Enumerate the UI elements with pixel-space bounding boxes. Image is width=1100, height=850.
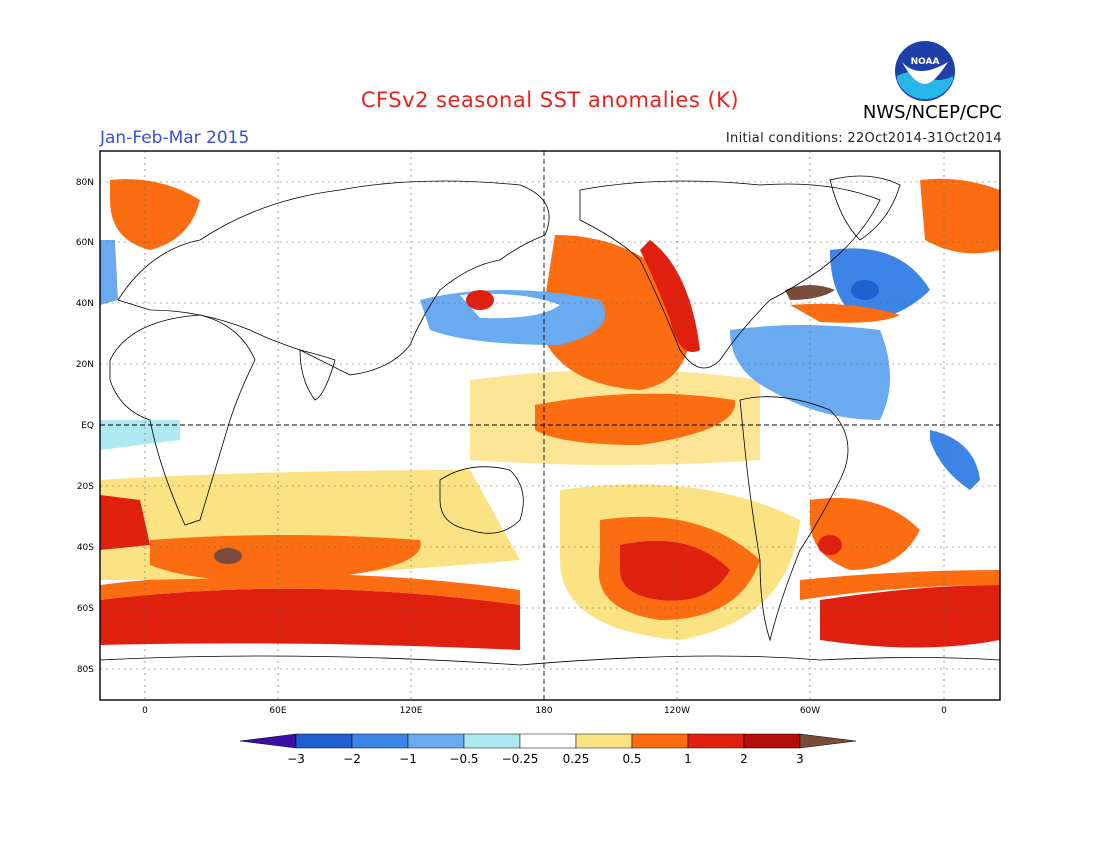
latitude-labels: 80N 60N 40N 20N EQ 20S 40S 60S 80S [76, 178, 94, 675]
lat-label: 80N [76, 178, 94, 188]
lat-label: 20N [76, 360, 94, 370]
colorbar-segment [743, 733, 801, 749]
colorbar-segment [575, 733, 633, 749]
colorbar-tick-label: −2 [343, 752, 361, 766]
lon-label: 120W [664, 706, 690, 716]
lon-label: 0 [941, 706, 947, 716]
colorbar-segment [351, 733, 409, 749]
colorbar-segment [519, 733, 577, 749]
lat-label: 40S [77, 543, 94, 553]
colorbar-arrow-high [799, 733, 857, 749]
lat-label: EQ [81, 421, 94, 431]
colorbar-tick-label: −0.25 [501, 752, 539, 766]
longitude-labels: 0 60E 120E 180 120W 60W 0 [142, 706, 947, 716]
equator-dateline [100, 151, 1000, 700]
lat-label: 40N [76, 299, 94, 309]
colorbar-segment [407, 733, 465, 749]
colorbar-tick-label: 1 [684, 752, 692, 766]
colorbar-tick-label: 0.25 [562, 752, 590, 766]
initial-conditions: Initial conditions: 22Oct2014-31Oct2014 [725, 131, 1002, 146]
graticule [100, 151, 1000, 700]
colorbar-tick-label: −1 [399, 752, 417, 766]
map-frame [99, 150, 1001, 701]
map-title: CFSv2 seasonal SST anomalies (K) [360, 88, 740, 112]
colorbar-tick-label: 2 [740, 752, 748, 766]
logo-text: NOAA [911, 57, 940, 67]
lon-label: 60W [800, 706, 820, 716]
anomaly-field [100, 178, 1000, 650]
colorbar-segment [463, 733, 521, 749]
colorbar-segment [687, 733, 745, 749]
colorbar-tick-label: −3 [287, 752, 305, 766]
colorbar-tick-label: −0.5 [449, 752, 479, 766]
lon-label: 60E [269, 706, 286, 716]
agency-label: NWS/NCEP/CPC [862, 102, 1002, 123]
forecast-period: Jan-Feb-Mar 2015 [100, 128, 250, 148]
colorbar-arrow-low [239, 733, 297, 749]
colorbar-tick-label: 3 [796, 752, 804, 766]
lat-label: 60N [76, 238, 94, 248]
lat-label: 60S [77, 604, 94, 614]
colorbar-segment [295, 733, 353, 749]
lat-label: 20S [77, 482, 94, 492]
colorbar-segment [631, 733, 689, 749]
noaa-logo-icon: NOAA [895, 41, 955, 101]
lat-label: 80S [77, 665, 94, 675]
colorbar-tick-label: 0.5 [622, 752, 642, 766]
continent-outlines [99, 175, 1001, 666]
colorbar [239, 733, 857, 749]
lon-label: 120E [400, 706, 423, 716]
lon-label: 180 [535, 706, 552, 716]
lon-label: 0 [142, 706, 148, 716]
